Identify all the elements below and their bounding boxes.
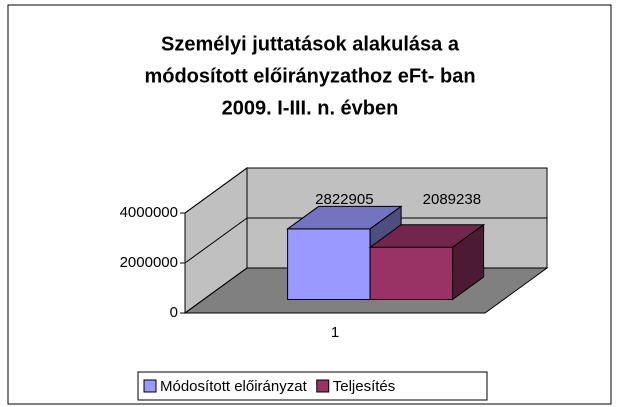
data-label: 2089238 <box>423 191 481 208</box>
legend-swatch <box>143 379 157 393</box>
grid-line <box>184 167 547 214</box>
data-label: 2822905 <box>315 191 373 208</box>
legend-label: Teljesítés <box>333 378 396 395</box>
bar-front <box>369 246 454 300</box>
bar <box>368 223 486 301</box>
bar <box>286 205 403 301</box>
y-tick-label: 2000000 <box>120 254 178 271</box>
legend-swatch <box>316 379 330 393</box>
chart-title: módosított előirányzathoz eFt- ban <box>144 65 475 87</box>
y-tick-label: 0 <box>170 304 178 321</box>
chart-title: Személyi juttatások alakulása a <box>161 33 460 55</box>
bar-side <box>452 223 485 301</box>
legend-box <box>137 371 488 401</box>
grid-line <box>184 217 547 264</box>
bar-front <box>287 228 371 300</box>
x-tick-label: 1 <box>331 324 339 341</box>
legend-label: Módosított előirányzat <box>160 378 308 395</box>
chart-title: 2009. I-III. n. évben <box>222 97 399 119</box>
y-tick-label: 4000000 <box>120 204 178 221</box>
